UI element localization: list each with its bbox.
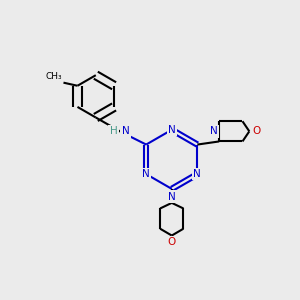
Text: O: O — [168, 237, 176, 248]
Text: N: N — [142, 169, 150, 179]
Text: N: N — [210, 126, 218, 136]
Text: N: N — [168, 192, 176, 202]
Text: CH₃: CH₃ — [45, 72, 62, 81]
Text: O: O — [252, 126, 260, 136]
Text: H: H — [110, 126, 117, 136]
Text: N: N — [168, 125, 176, 135]
Text: N: N — [194, 169, 201, 179]
Text: N: N — [122, 126, 130, 136]
